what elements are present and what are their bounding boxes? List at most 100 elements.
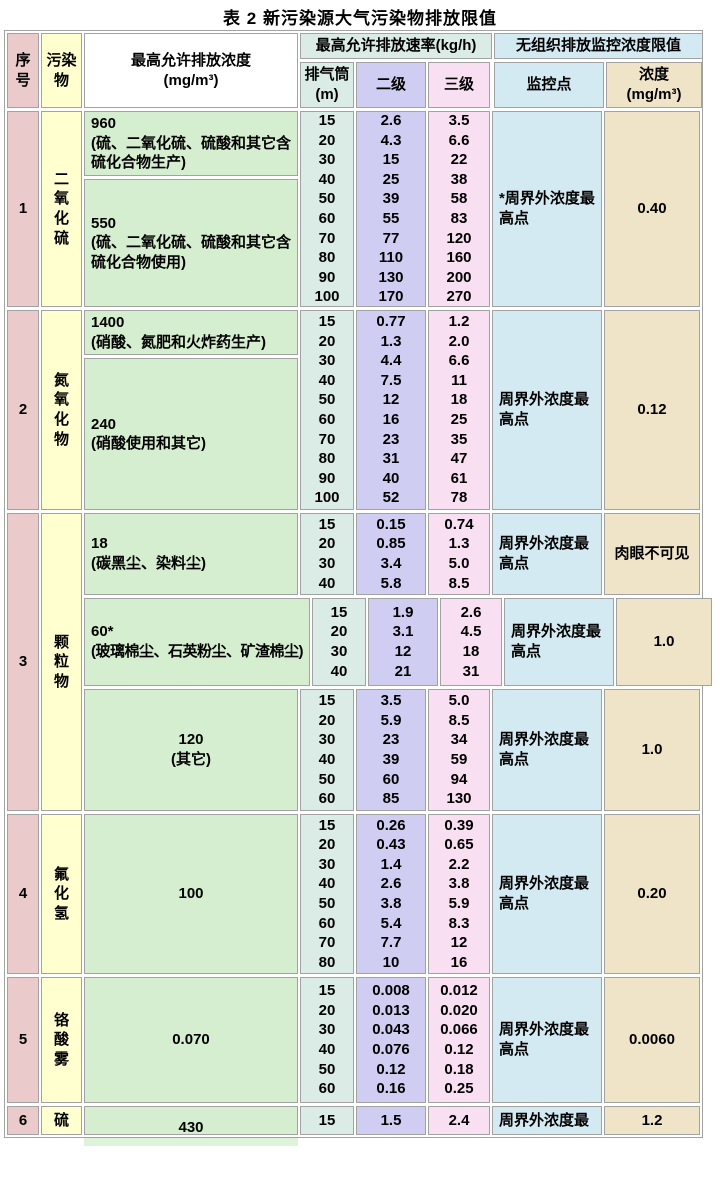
- grade3-value: 4.5: [460, 623, 482, 641]
- grade2-value: 0.008: [372, 982, 410, 1000]
- stack-height-value: 60: [318, 411, 336, 428]
- grade2-value: 0.26: [376, 816, 406, 834]
- stack-height-value: 30: [318, 731, 336, 749]
- grade2-value: 0.12: [376, 1060, 406, 1078]
- grade3-value: 2.6: [460, 603, 482, 621]
- concentration-value: 240: [91, 415, 117, 433]
- cell-limit: 0.20: [604, 814, 700, 974]
- grade3-value: 18: [450, 391, 468, 409]
- cell-limit: 肉眼不可见: [604, 513, 700, 595]
- grade2-value: 2.6: [380, 875, 402, 893]
- cell-pollutant: 铬酸雾: [41, 977, 82, 1103]
- stack-height-value: 15: [318, 816, 336, 834]
- grade3-value: 6.6: [448, 352, 470, 370]
- header-stack-cell: 排气筒 (m): [300, 62, 354, 108]
- row-band: 18 (碳黑尘、染料尘) 15 20 30 40 0.15 0.85 3.4 5.8 0.74 1.3…: [84, 513, 700, 595]
- grade3-value: 5.0: [448, 555, 470, 572]
- cell-limit: 1.0: [616, 598, 712, 686]
- stack-height-value: 40: [318, 170, 336, 188]
- grade3-value: 3.8: [448, 875, 470, 893]
- concentration-value: 100: [178, 885, 204, 903]
- concentration-note: (其它): [171, 751, 211, 768]
- grade3-value: 18: [462, 643, 480, 660]
- grade3-value: 0.12: [444, 1041, 474, 1058]
- grade2-value: 12: [382, 391, 400, 409]
- grade2-value: 130: [378, 268, 404, 286]
- table-row: 5 铬酸雾 0.070 15 20 30 40 50 60 0.008 0.013 0.043 0.07…: [7, 977, 700, 1103]
- stack-height-value: 40: [318, 574, 336, 592]
- cell-limit: 1.0: [604, 689, 700, 811]
- stack-height-value: 30: [318, 352, 336, 370]
- concentration-value: 430: [178, 1119, 204, 1135]
- stack-height-value: 70: [318, 229, 336, 247]
- fugitive-group: 无组织排放监控浓度限值 监控点 浓度 (mg/m³): [494, 33, 703, 108]
- rate-group-header: 最高允许排放速率(kg/h): [300, 33, 492, 59]
- stack-height-value: 15: [318, 112, 336, 130]
- grade3-value: 0.012: [440, 982, 478, 1000]
- overflow-fragment: 430: [84, 1138, 298, 1146]
- grade2-value: 1.5: [380, 1111, 402, 1129]
- cell-stack-heights: 15 20 30 40 50 60 70 80 90 100: [300, 111, 354, 307]
- grade2-value: 85: [382, 790, 400, 808]
- stack-height-value: 80: [318, 450, 336, 468]
- grade3-value: 94: [450, 770, 468, 788]
- row-band: 100 15 20 30 40 50 60 70 80 0.26 0.43 1.4 2.6 3.8 5.4 7…: [84, 814, 700, 974]
- cell-grade3: 0.39 0.65 2.2 3.8 5.9 8.3 12 16: [428, 814, 490, 974]
- grade2-value: 21: [394, 662, 412, 680]
- pollutant-name: 氟化氢: [53, 865, 69, 922]
- grade2-value: 31: [382, 450, 400, 468]
- stack-height-value: 60: [318, 790, 336, 808]
- concentration-value: 18: [91, 535, 108, 553]
- cell-grade2: 0.77 1.3 4.4 7.5 12 16 23 31 40 52: [356, 310, 426, 510]
- grade2-value: 4.3: [380, 131, 402, 149]
- stack-height-value: 20: [318, 1001, 336, 1019]
- header-concentration-cell: 最高允许排放浓度 (mg/m³): [84, 33, 298, 108]
- grade2-value: 7.7: [380, 934, 402, 952]
- cell-stack-heights: 15 20 30 40 50 60: [300, 689, 354, 811]
- stack-height-value: 20: [318, 836, 336, 854]
- cell-monitor: 周界外浓度最高点: [492, 689, 602, 811]
- stack-height-value: 15: [318, 692, 336, 710]
- stack-height-value: 15: [318, 982, 336, 1000]
- cell-grade3: 0.74 1.3 5.0 8.5: [428, 513, 490, 595]
- stack-height-value: 90: [318, 469, 336, 487]
- grade3-value: 35: [450, 430, 468, 448]
- cell-stack-heights: 15 20 30 40: [300, 513, 354, 595]
- stack-height-value: 20: [330, 623, 348, 641]
- cell-concentration: 100: [84, 814, 298, 974]
- cell-limit: 0.40: [604, 111, 700, 307]
- stack-height-value: 15: [318, 515, 336, 533]
- concentration-value-fragment: 430: [84, 1138, 298, 1144]
- header-limit-cell: 浓度 (mg/m³): [606, 62, 702, 108]
- grade2-value: 5.4: [380, 914, 402, 932]
- grade2-value: 3.1: [392, 623, 414, 641]
- grade2-value: 55: [382, 210, 400, 227]
- table-header: 序 号污染 物最高允许排放浓度 (mg/m³) 最高允许排放速率(kg/h) 排气筒…: [7, 33, 703, 108]
- cell-no: 3: [7, 513, 39, 811]
- grade3-value: 25: [450, 411, 468, 428]
- cell-concentration: 18 (碳黑尘、染料尘): [84, 513, 298, 595]
- header-grade2-cell: 二级: [356, 62, 426, 108]
- cell-no: 5: [7, 977, 39, 1103]
- concentration-column: 18 (碳黑尘、染料尘): [84, 513, 298, 595]
- concentration-value: 960: [91, 115, 117, 132]
- cell-concentration: 430: [84, 1106, 298, 1135]
- stack-height-value: 50: [318, 190, 336, 208]
- grade3-value: 58: [450, 190, 468, 208]
- grade2-value: 3.4: [380, 555, 402, 572]
- grade2-value: 12: [394, 643, 412, 660]
- cell-stack-heights: 15 20 30 40 50 60 70 80: [300, 814, 354, 974]
- cell-monitor: *周界外浓度最高点: [492, 111, 602, 307]
- table-title: 表 2 新污染源大气污染物排放限值: [223, 9, 497, 28]
- emission-limits-table: 序 号污染 物最高允许排放浓度 (mg/m³) 最高允许排放速率(kg/h) 排气筒…: [4, 30, 712, 1146]
- grade3-value: 0.066: [440, 1021, 478, 1039]
- cell-grade3: 0.012 0.020 0.066 0.12 0.18 0.25: [428, 977, 490, 1103]
- grade2-value: 0.076: [372, 1041, 410, 1058]
- grade3-value: 34: [450, 731, 468, 749]
- grade3-value: 1.2: [448, 313, 470, 331]
- stack-height-value: 40: [318, 1041, 336, 1058]
- grade2-value: 39: [382, 190, 400, 208]
- stack-height-value: 50: [318, 770, 336, 788]
